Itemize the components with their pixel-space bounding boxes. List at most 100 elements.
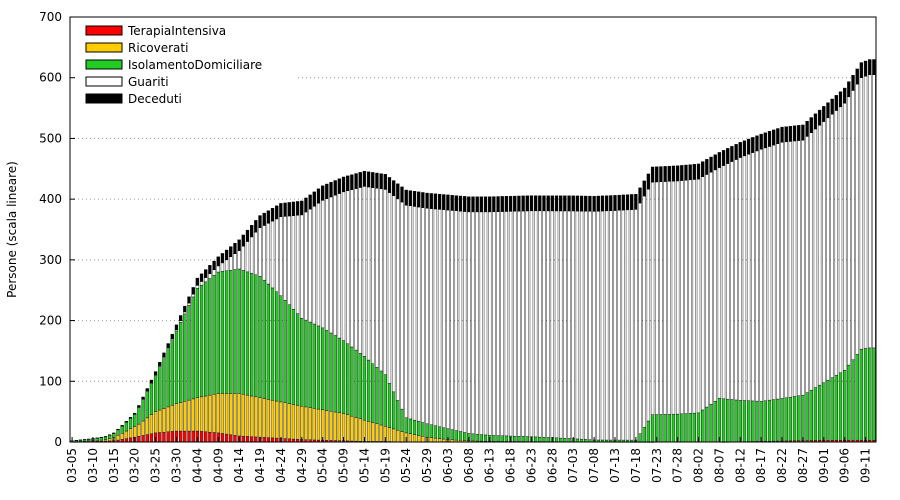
bar-segment <box>738 142 742 158</box>
bar-segment <box>229 246 233 258</box>
x-tick-label: 08-17 <box>754 448 768 483</box>
bar-segment <box>275 437 279 443</box>
bar-segment <box>617 194 621 211</box>
x-axis: 03-05 03-10 03-15 03-20 03-25 03-30 04-04 04-09… <box>65 437 873 483</box>
bar-segment <box>300 214 304 319</box>
bar-segment <box>763 147 767 401</box>
bar-segment <box>229 393 233 435</box>
bar-segment <box>408 205 413 420</box>
bar-segment <box>179 322 183 403</box>
bar-segment <box>713 169 717 402</box>
bar-segment <box>579 195 584 212</box>
bar-segment <box>404 417 408 434</box>
bar-segment <box>179 320 183 323</box>
bar-segment <box>195 288 200 398</box>
bar-segment <box>738 157 742 401</box>
bar-segment <box>834 110 838 376</box>
x-tick-label: 07-03 <box>566 448 580 483</box>
bar-segment <box>650 166 655 183</box>
bar-segment <box>513 211 517 437</box>
x-tick-label: 05-04 <box>316 448 330 483</box>
bar-segment <box>446 209 450 429</box>
bar-segment <box>358 418 362 442</box>
bar-segment <box>655 181 659 415</box>
bar-segment <box>717 398 722 443</box>
bar-segment <box>763 132 767 149</box>
bar-segment <box>559 195 563 212</box>
bar-segment <box>533 210 538 438</box>
bar-segment <box>822 382 826 441</box>
bar-segment <box>162 352 166 357</box>
bar-segment <box>153 371 158 375</box>
bar-segment <box>124 422 129 432</box>
bar-segment <box>341 413 346 441</box>
bar-segment <box>408 418 413 434</box>
bar-segment <box>638 202 642 434</box>
bar-segment <box>391 195 396 393</box>
bar-segment <box>625 194 630 211</box>
bar-segment <box>809 117 813 133</box>
x-tick-label: 07-13 <box>608 448 622 483</box>
bar-segment <box>604 210 609 441</box>
bar-segment <box>730 399 734 443</box>
bar-segment <box>187 305 191 401</box>
bar-segment <box>283 438 287 443</box>
bar-segment <box>471 433 475 442</box>
bar-segment <box>705 406 709 443</box>
bar-segment <box>834 375 838 441</box>
bar-segment <box>746 138 751 155</box>
bar-segment <box>158 362 162 366</box>
bar-segment <box>717 152 722 168</box>
bar-segment <box>863 75 868 349</box>
bar-segment <box>199 431 204 443</box>
bar-segment <box>613 195 617 211</box>
bar-segment <box>492 211 496 436</box>
bar-segment <box>316 408 321 441</box>
bar-segment <box>492 435 496 442</box>
bar-segment <box>149 383 154 415</box>
bar-segment <box>158 366 162 411</box>
bar-segment <box>262 212 266 226</box>
bar-segment <box>212 394 216 433</box>
bar-segment <box>730 146 734 162</box>
bar-segment <box>755 400 759 442</box>
bar-segment <box>838 91 843 108</box>
bar-segment <box>120 425 124 427</box>
bar-segment <box>145 390 149 419</box>
bar-segment <box>421 192 425 208</box>
bar-segment <box>400 431 404 443</box>
bar-segment <box>642 427 646 443</box>
bar-segment <box>291 404 296 440</box>
bar-segment <box>379 173 383 190</box>
bar-segment <box>596 210 600 441</box>
bar-segment <box>128 437 133 443</box>
bar-segment <box>270 400 275 439</box>
legend-swatch <box>85 93 123 104</box>
bar-segment <box>258 227 262 277</box>
bar-segment <box>187 302 191 306</box>
bar-segment <box>646 188 651 422</box>
bar-segment <box>308 194 312 210</box>
bar-segment <box>304 319 308 408</box>
bar-segment <box>391 428 396 442</box>
bar-segment <box>809 389 813 441</box>
bar-segment <box>183 311 187 315</box>
bar-segment <box>166 431 170 443</box>
bar-segment <box>751 137 755 153</box>
bar-segment <box>513 195 517 212</box>
bar-segment <box>224 433 229 443</box>
bar-segment <box>174 330 179 404</box>
bar-segment <box>183 401 187 432</box>
bar-segment <box>709 403 713 443</box>
bar-segment <box>475 211 479 435</box>
bar-segment <box>362 186 367 357</box>
bar-segment <box>475 196 479 213</box>
bar-segment <box>170 339 174 406</box>
bar-segment <box>442 209 446 428</box>
bar-segment <box>158 432 162 443</box>
bar-segment <box>212 260 216 271</box>
bar-segment <box>859 77 864 350</box>
bar-segment <box>746 154 751 401</box>
bar-segment <box>133 414 137 427</box>
